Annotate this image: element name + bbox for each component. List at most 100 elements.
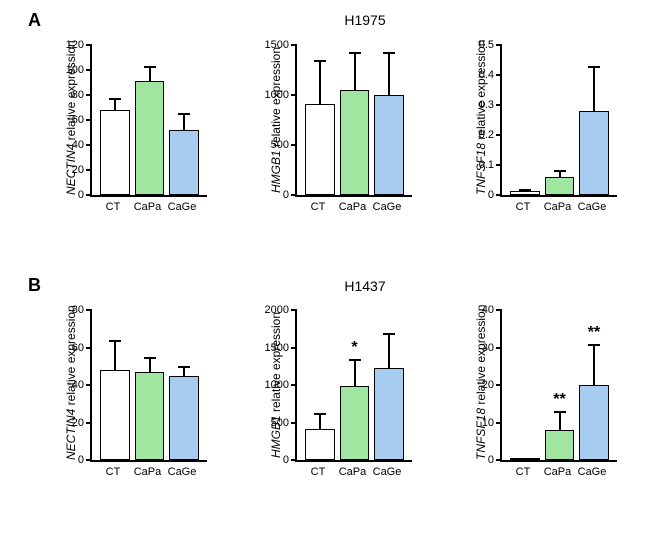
significance-marker: ** (588, 324, 600, 342)
error-bar (593, 66, 595, 111)
y-tick (291, 94, 297, 96)
y-tick (86, 194, 92, 196)
error-bar (183, 113, 185, 131)
chart-nectin4: 020406080100120 NECTIN4 relative expressi… (60, 35, 205, 210)
x-tick-label: CaGe (578, 201, 607, 213)
error-cap (314, 60, 326, 62)
figure: A H1975 020406080100120 NECTIN4 relative ex… (0, 0, 650, 550)
plot-area: 020406080 (90, 310, 207, 462)
y-axis-label: HMGB1 relative expression (269, 310, 283, 460)
x-tick-label: CaGe (168, 201, 197, 213)
error-cap (144, 66, 156, 68)
y-tick (291, 144, 297, 146)
y-tick (496, 194, 502, 196)
bar-cage (374, 95, 404, 195)
y-tick-label: 0 (78, 454, 84, 466)
error-cap (519, 189, 531, 191)
x-tick-label: CT (106, 466, 121, 478)
panel-label: B (28, 275, 41, 296)
y-tick-label: 0 (78, 189, 84, 201)
bar-capa (545, 430, 575, 460)
error-bar (559, 411, 561, 430)
plot-area: 00.10.20.30.40.5 (500, 45, 617, 197)
row-title: H1975 (265, 12, 465, 28)
error-cap (588, 66, 600, 68)
bar-cage (579, 385, 609, 460)
y-tick (86, 169, 92, 171)
x-tick-label: CaPa (339, 201, 367, 213)
x-tick-label: CaGe (168, 466, 197, 478)
y-tick-label: 0 (283, 189, 289, 201)
y-tick-label: 0 (488, 189, 494, 201)
y-tick (86, 347, 92, 349)
y-axis-label: NECTIN4 relative expression (64, 45, 78, 195)
bar-cage (579, 111, 609, 195)
y-tick (291, 194, 297, 196)
y-tick (86, 144, 92, 146)
y-tick (291, 44, 297, 46)
bar-cage (169, 130, 199, 195)
significance-marker: * (351, 339, 357, 357)
x-tick-label: CT (311, 466, 326, 478)
chart-tnfsf18: 010203040****TNFSF18 relative expression… (460, 300, 615, 475)
y-tick (86, 309, 92, 311)
bar-capa (545, 177, 575, 195)
error-cap (178, 113, 190, 115)
significance-marker: ** (553, 391, 565, 409)
error-cap (554, 411, 566, 413)
bar-ct (305, 429, 335, 461)
y-tick (496, 459, 502, 461)
y-tick (86, 459, 92, 461)
y-tick (291, 347, 297, 349)
y-tick (496, 347, 502, 349)
chart-hmgb1: 050010001500 HMGB1 relative expression CT C… (255, 35, 410, 210)
y-tick (86, 44, 92, 46)
error-bar (319, 413, 321, 429)
chart-tnfsf18: 00.10.20.30.40.5TNFSF18 relative express… (460, 35, 615, 210)
error-cap (519, 459, 531, 461)
error-cap (383, 52, 395, 54)
y-tick (496, 309, 502, 311)
x-tick-label: CaGe (373, 201, 402, 213)
error-cap (109, 98, 121, 100)
x-tick-label: CaPa (339, 466, 367, 478)
plot-area: 020406080100120 (90, 45, 207, 197)
error-bar (149, 66, 151, 81)
y-tick (86, 422, 92, 424)
bar-cage (374, 368, 404, 460)
y-tick (291, 422, 297, 424)
x-tick-label: CaPa (134, 466, 162, 478)
error-cap (144, 357, 156, 359)
y-tick (291, 459, 297, 461)
bar-cage (169, 376, 199, 460)
x-tick-label: CaPa (134, 201, 162, 213)
error-bar (388, 333, 390, 368)
y-tick (86, 69, 92, 71)
error-cap (349, 52, 361, 54)
y-axis-label: HMGB1 relative expression (269, 45, 283, 195)
error-bar (149, 357, 151, 372)
y-tick-label: 0 (488, 454, 494, 466)
y-tick-label: 0 (283, 454, 289, 466)
error-cap (383, 333, 395, 335)
error-bar (354, 359, 356, 386)
y-tick (496, 422, 502, 424)
plot-area: 050010001500 (295, 45, 412, 197)
x-tick-label: CT (311, 201, 326, 213)
error-bar (388, 52, 390, 95)
x-tick-label: CaPa (544, 201, 572, 213)
y-tick (291, 384, 297, 386)
x-tick-label: CaGe (373, 466, 402, 478)
y-tick (496, 164, 502, 166)
error-bar (319, 60, 321, 104)
error-cap (109, 340, 121, 342)
panel-label: A (28, 10, 41, 31)
x-tick-label: CaGe (578, 466, 607, 478)
chart-hmgb1: 0500100015002000*HMGB1 relative expressi… (255, 300, 410, 475)
bar-capa (135, 372, 165, 460)
y-tick (496, 44, 502, 46)
y-axis-label: TNFSF18 relative expression (474, 310, 488, 460)
bar-capa (340, 90, 370, 195)
y-tick (496, 134, 502, 136)
y-tick (496, 74, 502, 76)
